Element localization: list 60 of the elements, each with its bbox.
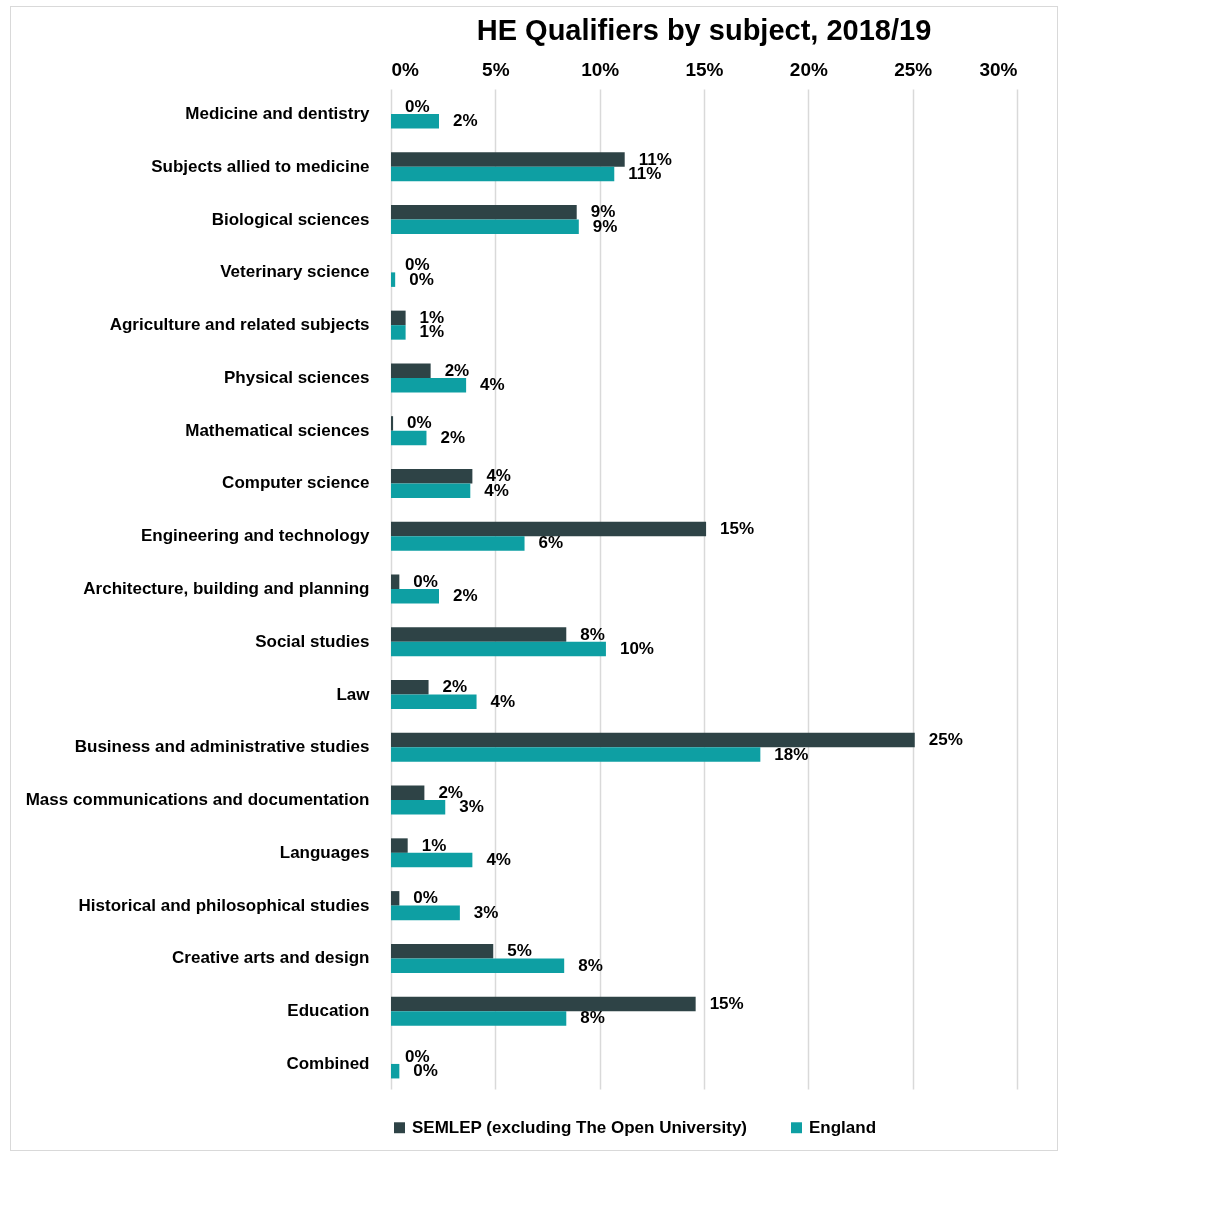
legend-label: England bbox=[809, 1117, 877, 1137]
y-tick-label: Historical and philosophical studies bbox=[78, 895, 370, 915]
x-tick-label: 10% bbox=[581, 58, 620, 80]
data-label: 2% bbox=[452, 111, 478, 131]
data-label: 11% bbox=[628, 164, 662, 184]
y-tick-label: Biological sciences bbox=[211, 209, 370, 229]
data-label: 8% bbox=[578, 955, 603, 975]
data-label: 3% bbox=[473, 902, 499, 922]
data-label: 2% bbox=[442, 677, 468, 697]
data-label: 0% bbox=[413, 888, 438, 908]
y-tick-label: Social studies bbox=[255, 631, 370, 651]
chart-title: HE Qualifiers by subject, 2018/19 bbox=[476, 14, 932, 46]
y-tick-label: Engineering and technology bbox=[140, 526, 371, 546]
y-tick-label: Computer science bbox=[222, 473, 370, 493]
y-tick-label: Mass communications and documentation bbox=[25, 790, 370, 810]
data-label: 0% bbox=[413, 571, 438, 591]
data-label: 8% bbox=[580, 624, 605, 644]
data-label: 15% bbox=[720, 518, 755, 538]
data-label: 1% bbox=[419, 322, 445, 342]
data-label: 1% bbox=[421, 835, 447, 855]
data-label: 2% bbox=[452, 586, 478, 606]
data-label: 4% bbox=[480, 375, 505, 395]
data-label: 2% bbox=[444, 360, 470, 380]
data-label: 0% bbox=[405, 96, 430, 116]
data-label: 2% bbox=[440, 427, 466, 447]
y-tick-label: Combined bbox=[286, 1053, 370, 1073]
legend-label: SEMLEP (excluding The Open University) bbox=[412, 1117, 748, 1137]
y-tick-label: Mathematical sciences bbox=[185, 420, 370, 440]
x-tick-label: 0% bbox=[391, 58, 420, 80]
data-label: 25% bbox=[928, 730, 963, 750]
y-tick-label: Education bbox=[287, 1001, 370, 1021]
x-tick-label: 5% bbox=[482, 58, 510, 80]
y-tick-label: Physical sciences bbox=[223, 367, 370, 387]
y-tick-label: Business and administrative studies bbox=[74, 737, 370, 757]
y-tick-label: Architecture, building and planning bbox=[83, 579, 370, 598]
y-tick-label: Veterinary science bbox=[220, 262, 370, 282]
y-tick-label: Medicine and dentistry bbox=[185, 104, 371, 124]
data-label: 4% bbox=[490, 691, 516, 711]
y-tick-label: Law bbox=[336, 684, 371, 704]
data-label: 4% bbox=[484, 480, 509, 500]
y-tick-label: Subjects allied to medicine bbox=[151, 156, 370, 176]
y-tick-label: Creative arts and design bbox=[172, 948, 370, 968]
data-label: 4% bbox=[486, 850, 511, 870]
data-label: 18% bbox=[774, 744, 809, 764]
data-label: 15% bbox=[709, 993, 744, 1013]
data-label: 5% bbox=[507, 941, 532, 961]
data-label: 0% bbox=[413, 1061, 438, 1081]
x-tick-label: 25% bbox=[894, 58, 933, 80]
x-tick-label: 30% bbox=[979, 58, 1018, 80]
data-label: 9% bbox=[592, 216, 618, 236]
data-label: 8% bbox=[580, 1008, 605, 1028]
data-label: 0% bbox=[407, 413, 432, 433]
data-label: 10% bbox=[619, 639, 654, 659]
data-label: 3% bbox=[459, 797, 484, 817]
data-label: 6% bbox=[538, 533, 564, 553]
x-tick-label: 15% bbox=[685, 58, 724, 80]
data-label: 0% bbox=[409, 269, 434, 289]
y-tick-label: Languages bbox=[279, 842, 370, 862]
x-tick-label: 20% bbox=[789, 58, 828, 80]
y-tick-label: Agriculture and related subjects bbox=[109, 315, 370, 335]
